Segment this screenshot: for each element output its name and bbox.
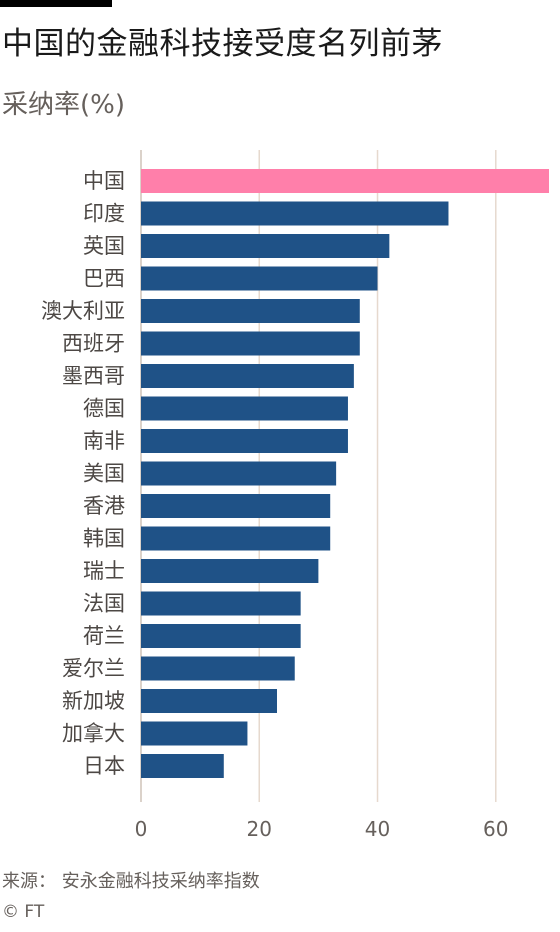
category-label: 新加坡 xyxy=(62,689,125,713)
category-label: 巴西 xyxy=(83,267,125,291)
chart-subtitle: 采纳率(%) xyxy=(2,90,125,120)
bar-chart: 中国印度英国巴西澳大利亚西班牙墨西哥德国南非美国香港韩国瑞士法国荷兰爱尔兰新加坡… xyxy=(41,150,549,841)
category-label: 荷兰 xyxy=(83,624,125,648)
bars xyxy=(141,169,549,778)
bar-18 xyxy=(141,721,248,746)
chart-title: 中国的金融科技接受度名列前茅 xyxy=(2,26,443,62)
category-label: 法国 xyxy=(83,592,125,616)
category-label: 西班牙 xyxy=(62,332,125,356)
bar-12 xyxy=(141,526,331,551)
bar-3 xyxy=(141,234,390,258)
bar-14 xyxy=(141,591,301,616)
bar-9 xyxy=(141,429,348,453)
bar-19 xyxy=(141,754,224,778)
category-label: 加拿大 xyxy=(62,722,125,746)
category-label: 日本 xyxy=(83,754,125,778)
bar-17 xyxy=(141,689,277,713)
category-label: 美国 xyxy=(83,462,125,486)
bar-10 xyxy=(141,461,337,486)
category-label: 南非 xyxy=(83,429,125,453)
bar-1 xyxy=(141,169,549,193)
bar-13 xyxy=(141,559,319,583)
category-label: 德国 xyxy=(83,397,125,421)
bar-15 xyxy=(141,624,301,648)
category-label: 印度 xyxy=(83,202,125,226)
category-label: 瑞士 xyxy=(83,559,125,583)
category-label: 中国 xyxy=(83,169,125,193)
copyright-note: © FT xyxy=(2,902,45,922)
category-label: 英国 xyxy=(83,234,125,258)
bar-4 xyxy=(141,266,378,291)
top-rule xyxy=(0,0,112,7)
category-label: 爱尔兰 xyxy=(62,657,125,681)
category-labels: 中国印度英国巴西澳大利亚西班牙墨西哥德国南非美国香港韩国瑞士法国荷兰爱尔兰新加坡… xyxy=(41,169,125,778)
bar-5 xyxy=(141,299,360,323)
category-label: 墨西哥 xyxy=(62,364,125,388)
category-label: 香港 xyxy=(83,494,125,518)
x-axis-tick-labels: 0 20 40 60 xyxy=(135,817,509,841)
x-tick-label: 20 xyxy=(247,817,272,841)
bar-6 xyxy=(141,331,360,356)
category-label: 韩国 xyxy=(83,527,125,551)
bar-7 xyxy=(141,364,354,388)
bar-8 xyxy=(141,396,348,421)
x-tick-label: 0 xyxy=(135,817,148,841)
x-tick-label: 60 xyxy=(483,817,508,841)
category-label: 澳大利亚 xyxy=(41,299,125,323)
x-tick-label: 40 xyxy=(365,817,390,841)
source-note: 来源： 安永金融科技采纳率指数 xyxy=(2,871,260,892)
bar-11 xyxy=(141,494,331,518)
bar-16 xyxy=(141,656,295,681)
bar-2 xyxy=(141,201,449,226)
